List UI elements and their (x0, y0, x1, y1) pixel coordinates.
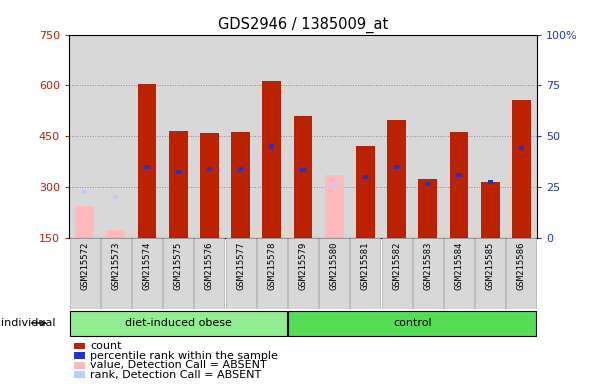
Title: GDS2946 / 1385009_at: GDS2946 / 1385009_at (218, 17, 388, 33)
Bar (481, 182, 500, 238)
Bar (169, 131, 188, 238)
Bar (382, 238, 412, 309)
Bar (488, 180, 493, 184)
Bar (231, 132, 250, 238)
Text: count: count (90, 341, 122, 351)
Bar (319, 238, 349, 309)
Text: percentile rank within the sample: percentile rank within the sample (90, 351, 278, 361)
Text: GSM215580: GSM215580 (330, 242, 338, 290)
Text: diet-induced obese: diet-induced obese (125, 318, 232, 328)
Bar (288, 311, 536, 336)
Text: GSM215585: GSM215585 (485, 242, 494, 290)
Bar (74, 352, 85, 359)
Bar (425, 182, 430, 186)
Bar (325, 175, 344, 238)
Text: GSM215576: GSM215576 (205, 242, 214, 290)
Text: GSM215578: GSM215578 (267, 242, 276, 290)
Text: GSM215575: GSM215575 (174, 242, 182, 290)
Bar (350, 238, 380, 309)
Bar (394, 165, 399, 169)
Bar (293, 116, 313, 238)
Bar (444, 238, 474, 309)
Bar (70, 311, 287, 336)
Bar (137, 84, 157, 238)
Bar (163, 238, 193, 309)
Text: GSM215581: GSM215581 (361, 242, 370, 290)
Bar (257, 238, 287, 309)
Text: GSM215577: GSM215577 (236, 242, 245, 290)
Bar (356, 147, 375, 238)
Text: GSM215586: GSM215586 (517, 242, 526, 290)
Bar (332, 184, 337, 187)
Bar (519, 146, 524, 150)
Bar (74, 362, 85, 369)
Text: GSM215582: GSM215582 (392, 242, 401, 290)
Text: control: control (393, 318, 431, 328)
Bar (74, 343, 85, 349)
Bar (226, 238, 256, 309)
Text: individual: individual (1, 318, 56, 328)
Bar (145, 165, 149, 169)
Bar (387, 120, 406, 238)
Bar (449, 132, 469, 238)
Bar (475, 238, 505, 309)
Bar (418, 179, 437, 238)
Text: GSM215574: GSM215574 (143, 242, 151, 290)
Bar (200, 132, 219, 238)
Bar (70, 238, 100, 309)
Bar (82, 190, 87, 194)
Bar (75, 206, 94, 238)
Bar (238, 167, 243, 170)
Bar (301, 168, 305, 172)
Bar (512, 100, 531, 238)
Text: GSM215572: GSM215572 (80, 242, 89, 290)
Bar (113, 195, 118, 199)
Bar (262, 81, 281, 238)
Bar (106, 230, 125, 238)
Bar (506, 238, 536, 309)
Text: GSM215573: GSM215573 (112, 242, 120, 290)
Bar (194, 238, 224, 309)
Text: GSM215579: GSM215579 (299, 242, 308, 290)
Text: rank, Detection Call = ABSENT: rank, Detection Call = ABSENT (90, 370, 262, 380)
Bar (457, 173, 461, 177)
Bar (288, 238, 318, 309)
Bar (132, 238, 162, 309)
Bar (413, 238, 443, 309)
Bar (74, 371, 85, 378)
Text: GSM215583: GSM215583 (424, 242, 432, 290)
Bar (101, 238, 131, 309)
Text: GSM215584: GSM215584 (455, 242, 464, 290)
Bar (207, 167, 212, 170)
Bar (269, 144, 274, 149)
Text: value, Detection Call = ABSENT: value, Detection Call = ABSENT (90, 360, 267, 370)
Bar (176, 170, 181, 174)
Bar (363, 175, 368, 179)
